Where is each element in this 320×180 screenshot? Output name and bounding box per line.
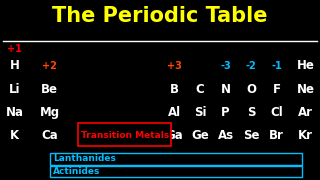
Text: B: B [170,83,179,96]
Text: Br: Br [269,129,284,142]
Text: Lanthanides: Lanthanides [53,154,116,163]
Text: Ca: Ca [41,129,58,142]
Text: F: F [273,83,281,96]
Text: C: C [196,83,204,96]
Text: He: He [297,59,315,72]
Bar [78,123,171,146]
Text: N: N [220,83,231,96]
Text: Transition Metals: Transition Metals [81,131,169,140]
Text: Ar: Ar [298,106,313,119]
Text: H: H [10,59,19,72]
Text: +3: +3 [167,61,182,71]
Text: Ne: Ne [297,83,315,96]
Text: S: S [247,106,255,119]
Text: Na: Na [5,106,23,119]
Text: Be: Be [41,83,58,96]
Text: Al: Al [168,106,181,119]
Text: O: O [246,83,256,96]
Bar [50,153,302,165]
Text: Li: Li [9,83,20,96]
Text: Mg: Mg [40,106,60,119]
Text: Actinides: Actinides [53,167,100,176]
Text: As: As [218,129,234,142]
Text: -2: -2 [246,61,257,71]
Text: Ge: Ge [191,129,209,142]
Text: The Periodic Table: The Periodic Table [52,6,268,26]
Text: Si: Si [194,106,206,119]
Text: Se: Se [243,129,260,142]
Text: K: K [10,129,19,142]
Text: P: P [221,106,230,119]
Text: +2: +2 [42,61,57,71]
Text: Cl: Cl [270,106,283,119]
Bar [50,166,302,177]
Text: +1: +1 [7,44,22,55]
Text: Ga: Ga [165,129,183,142]
Text: -1: -1 [271,61,282,71]
Text: -3: -3 [220,61,231,71]
Text: Kr: Kr [298,129,313,142]
